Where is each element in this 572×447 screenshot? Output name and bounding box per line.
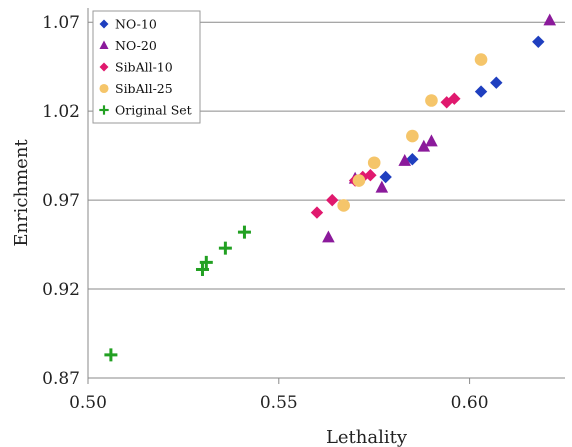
x-tick-label: 0.60 xyxy=(451,393,489,413)
plus-bar-v xyxy=(102,105,106,115)
legend-box xyxy=(92,10,201,124)
legend-marker xyxy=(99,83,109,94)
legend: NO-10 NO-20 SibAll-10 SibAll-25 Original Set xyxy=(92,10,201,124)
y-tick-label: 1.02 xyxy=(42,102,80,122)
data-point-original-set xyxy=(218,241,232,255)
data-point-no-10 xyxy=(379,170,392,184)
y-tick-label: 0.87 xyxy=(42,369,80,389)
plus-bar-v xyxy=(109,348,113,362)
data-point-siball-10 xyxy=(440,96,453,109)
axes xyxy=(87,8,565,384)
data-point-original-set xyxy=(199,255,213,269)
data-point-siball-25 xyxy=(406,129,419,143)
legend-marker xyxy=(99,40,109,50)
plus-bar-v xyxy=(204,255,208,269)
data-point-no-10 xyxy=(474,85,488,98)
data-point-no-20 xyxy=(322,230,335,243)
data-point-siball-25 xyxy=(337,199,350,212)
data-point-no-20 xyxy=(375,180,389,193)
data-point-no-10 xyxy=(532,35,545,48)
data-point-no-20 xyxy=(543,13,557,26)
legend-marker xyxy=(99,19,109,29)
data-point-siball-10 xyxy=(326,193,339,207)
legend-marker xyxy=(99,105,109,115)
data-points xyxy=(104,13,557,362)
x-axis-title: Lethality xyxy=(326,427,408,447)
legend-label: SibAll-25 xyxy=(115,81,173,96)
data-point-no-10 xyxy=(406,153,419,166)
plus-bar-v xyxy=(223,241,227,255)
legend-label: Original Set xyxy=(115,103,192,118)
y-tick-label: 1.07 xyxy=(42,13,80,33)
data-point-no-20 xyxy=(417,139,431,152)
data-point-original-set xyxy=(195,262,209,276)
data-point-siball-25 xyxy=(367,156,381,170)
legend-marker xyxy=(99,62,109,72)
plus-bar-v xyxy=(242,225,246,239)
data-point-siball-25 xyxy=(474,53,488,66)
data-point-siball-25 xyxy=(352,174,366,187)
y-axis-title: Enrichment xyxy=(11,139,32,247)
legend-label: SibAll-10 xyxy=(115,60,173,75)
data-point-original-set xyxy=(104,348,118,362)
legend-label: NO-10 xyxy=(115,17,157,32)
x-tick-label: 0.55 xyxy=(260,393,298,413)
data-point-siball-10 xyxy=(310,206,324,219)
x-tick-label: 0.50 xyxy=(69,393,107,413)
tick-labels: 0.87 0.92 0.97 1.02 1.07 0.50 0.55 0.60 xyxy=(42,13,488,413)
y-tick-label: 0.97 xyxy=(42,191,80,211)
data-point-original-set xyxy=(237,225,251,239)
data-point-no-10 xyxy=(490,76,503,89)
data-point-siball-25 xyxy=(425,94,438,107)
y-tick-label: 0.92 xyxy=(42,280,80,300)
data-point-no-20 xyxy=(398,153,412,166)
legend-label: NO-20 xyxy=(115,38,157,53)
data-point-no-20 xyxy=(425,134,438,147)
plus-bar-v xyxy=(200,262,204,276)
